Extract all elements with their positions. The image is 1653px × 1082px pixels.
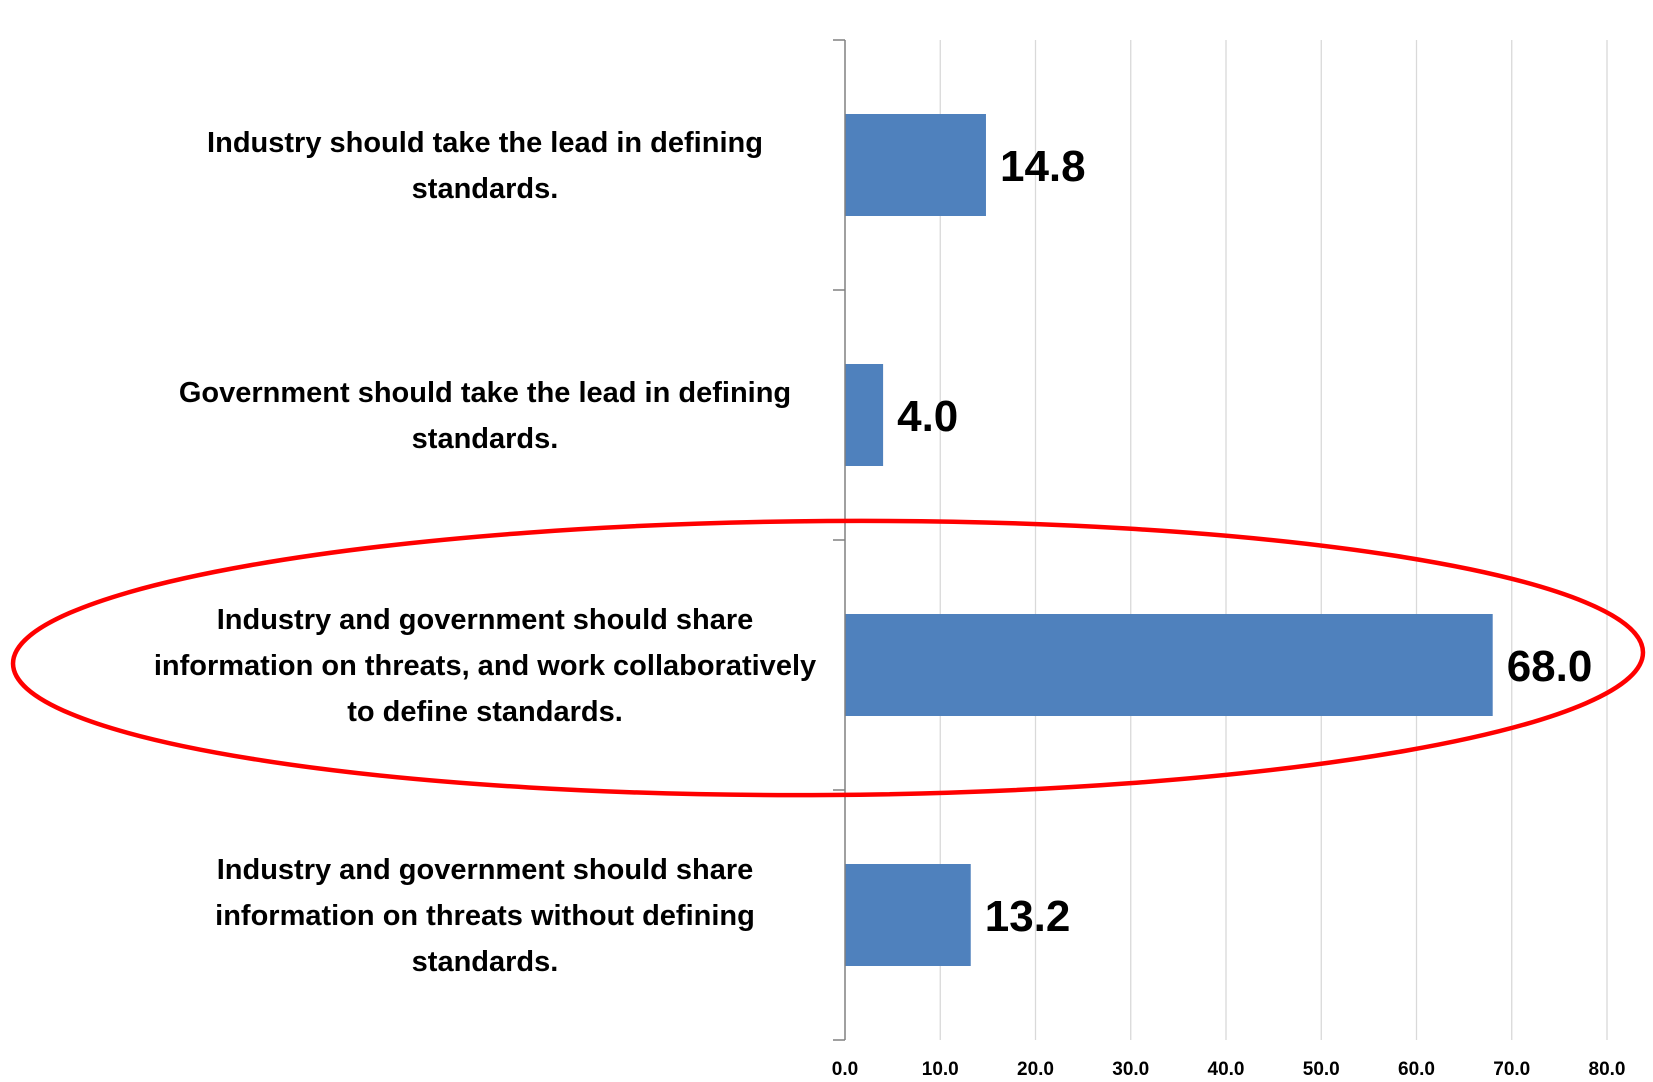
x-tick-label: 60.0: [1398, 1059, 1435, 1080]
highlight-annotation: [10, 518, 1646, 798]
gridlines: [939, 40, 1608, 1040]
x-tick-label: 80.0: [1589, 1059, 1626, 1080]
x-tick-label: 70.0: [1493, 1059, 1530, 1080]
value-label: 13.2: [985, 892, 1071, 941]
x-tick-label: 20.0: [1017, 1059, 1054, 1080]
category-label-line: to define standards.: [347, 696, 623, 728]
category-label-line: Government should take the lead in defin…: [179, 377, 791, 409]
category-label-line: Industry should take the lead in definin…: [207, 127, 763, 159]
category-label-line: standards.: [412, 173, 559, 205]
x-tick-label: 30.0: [1112, 1059, 1149, 1080]
bar: [845, 614, 1493, 716]
x-tick-label: 50.0: [1303, 1059, 1340, 1080]
bars: [845, 114, 1493, 966]
category-label-line: information on threats without defining: [215, 900, 755, 932]
x-axis-tick-labels: 0.0 10.0 20.0 30.0 40.0 50.0 60.0 70.0 80.0: [832, 1059, 1626, 1080]
x-tick-label: 10.0: [922, 1059, 959, 1080]
category-labels: Industry should take the lead in definin…: [154, 127, 816, 978]
value-labels: 14.8 4.0 68.0 13.2: [897, 142, 1592, 941]
highlight-ellipse: [10, 518, 1646, 798]
y-axis: [833, 39, 846, 1041]
bar: [845, 364, 884, 466]
category-label-line: standards.: [412, 946, 559, 978]
category-label-line: Industry and government should share: [217, 854, 754, 886]
category-label-line: Industry and government should share: [217, 604, 754, 636]
category-label-line: information on threats, and work collabo…: [154, 650, 816, 682]
value-label: 4.0: [897, 392, 958, 441]
bar: [845, 864, 971, 966]
category-label-line: standards.: [412, 423, 559, 455]
value-label: 68.0: [1507, 642, 1593, 691]
bar: [845, 114, 986, 216]
value-label: 14.8: [1000, 142, 1086, 191]
x-tick-label: 0.0: [832, 1059, 858, 1080]
x-tick-label: 40.0: [1208, 1059, 1245, 1080]
